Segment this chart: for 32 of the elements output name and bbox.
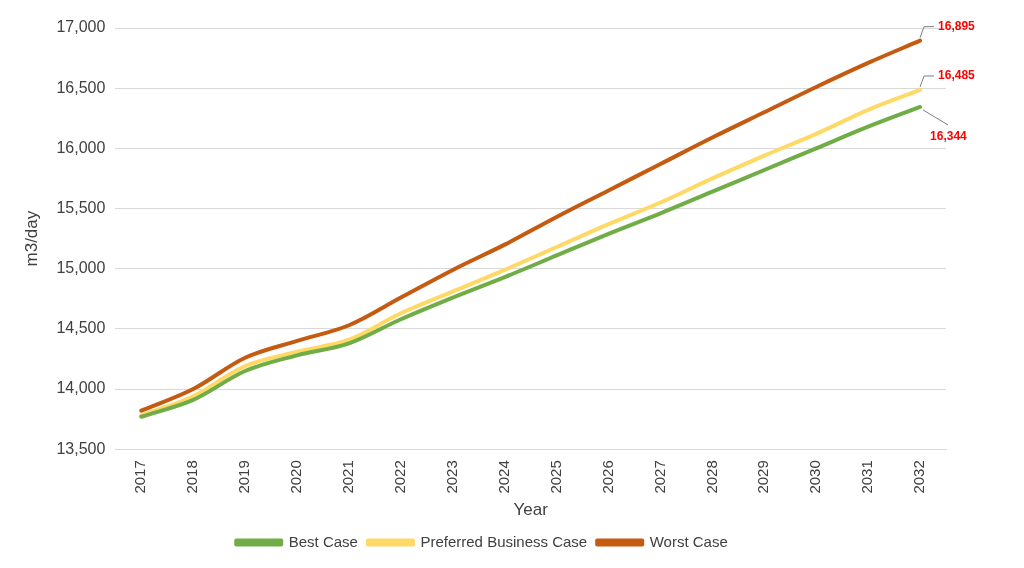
y-tick-label: 16,000 <box>56 138 106 156</box>
x-tick-label: 2028 <box>702 460 720 494</box>
x-tick-label: 2019 <box>235 460 253 494</box>
y-axis-title: m3/day <box>21 210 41 267</box>
x-tick-label: 2026 <box>598 460 616 494</box>
x-tick-label: 2020 <box>287 460 305 494</box>
x-tick-label: 2017 <box>131 460 149 494</box>
y-tick-label: 16,500 <box>56 78 106 96</box>
data-label: 16,344 <box>930 129 968 144</box>
data-label: 16,895 <box>938 18 976 33</box>
x-tick-label: 2025 <box>546 460 564 494</box>
y-tick-label: 14,000 <box>56 379 106 397</box>
y-tick-label: 15,000 <box>56 259 106 277</box>
x-tick-label: 2029 <box>754 460 772 494</box>
x-axis-title: Year <box>513 500 549 520</box>
y-tick-label: 14,500 <box>56 319 106 337</box>
y-tick-label: 13,500 <box>56 439 106 457</box>
x-tick-label: 2022 <box>391 460 409 494</box>
x-tick-label: 2030 <box>806 460 824 494</box>
x-tick-label: 2023 <box>442 460 460 494</box>
legend-label: Worst Case <box>649 532 728 550</box>
x-tick-label: 2024 <box>494 460 512 494</box>
legend-label: Preferred Business Case <box>420 532 588 550</box>
x-tick-label: 2021 <box>339 460 357 494</box>
x-tick-label: 2018 <box>183 460 201 494</box>
legend-label: Best Case <box>288 532 358 550</box>
y-tick-label: 17,000 <box>56 18 106 36</box>
x-tick-label: 2031 <box>858 460 876 494</box>
x-tick-label: 2032 <box>910 460 928 494</box>
y-tick-label: 15,500 <box>56 198 106 216</box>
data-label: 16,485 <box>938 68 976 83</box>
x-tick-label: 2027 <box>650 460 668 494</box>
